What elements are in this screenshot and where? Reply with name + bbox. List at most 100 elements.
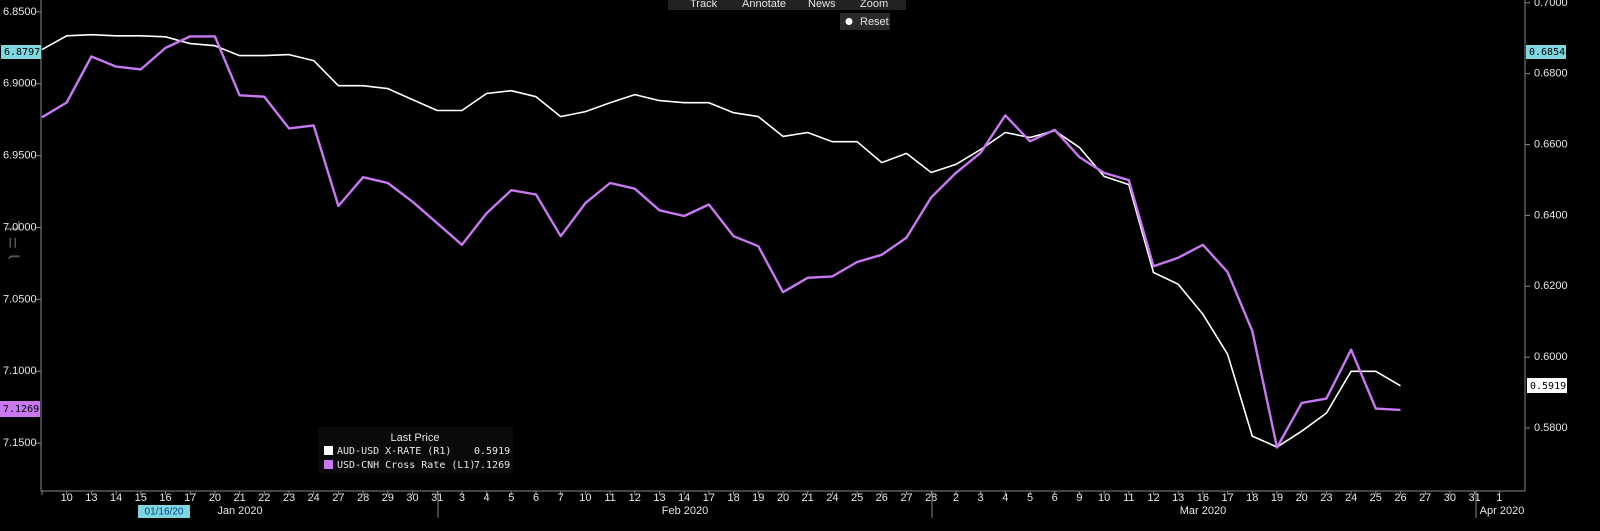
legend-label: USD-CNH Cross Rate (L1) (337, 460, 475, 471)
last-left-box (0, 401, 40, 417)
x-tick-label: 19 (752, 492, 764, 504)
x-tick-label: 16 (1197, 492, 1209, 504)
legend-value: 0.5919 (474, 446, 510, 457)
x-tick-label: 21 (802, 492, 814, 504)
y-tick-label: 6.9500 (3, 150, 37, 162)
x-tick-label: 21 (233, 492, 245, 504)
x-tick-label: 5 (1027, 492, 1033, 504)
x-tick-label: 27 (1419, 492, 1431, 504)
toolbar-bg (668, 0, 906, 10)
reset-button[interactable] (840, 13, 890, 30)
x-tick-label: 10 (579, 492, 591, 504)
x-tick-label: 2 (953, 492, 959, 504)
x-tick-label: 28 (925, 492, 937, 504)
legend-swatch (324, 460, 333, 469)
toolbar-button[interactable]: News (808, 0, 836, 10)
x-tick-label: 20 (209, 492, 221, 504)
x-tick-label: 1 (1496, 492, 1502, 504)
month-label: Apr 2020 (1480, 505, 1525, 517)
last-left-value: 7.1269 (3, 404, 39, 415)
y-tick-label: 7.1000 (3, 365, 37, 377)
x-tick-label: 4 (484, 492, 490, 504)
legend-label: AUD-USD X-RATE (R1) (337, 446, 451, 457)
x-tick-label: 18 (1246, 492, 1258, 504)
y2-tick-label: 0.7000 (1534, 0, 1568, 9)
x-tick-label: 13 (1172, 492, 1184, 504)
y-tick-label: 7.0500 (3, 293, 37, 305)
x-tick-label: 11 (604, 492, 615, 504)
x-tick-label: 31 (1468, 492, 1480, 504)
x-tick-label: 12 (629, 492, 641, 504)
legend-swatch (324, 446, 333, 455)
x-tick-label: 4 (1002, 492, 1008, 504)
x-tick-label: 6 (533, 492, 539, 504)
legend-bg (318, 427, 513, 473)
x-tick-label: 11 (1123, 492, 1134, 504)
x-tick-label: 5 (508, 492, 514, 504)
toolbar-button[interactable]: Track (690, 0, 718, 10)
toolbar-button[interactable]: Zoom (860, 0, 888, 10)
reset-icon (845, 18, 853, 25)
x-tick-label: 22 (258, 492, 270, 504)
legend: Last Price AUD-USD X-RATE (R1) 0.5919 US… (318, 427, 513, 473)
x-tick-label: 30 (1444, 492, 1456, 504)
y2-tick-label: 0.6600 (1534, 138, 1568, 150)
toolbar: Track Annotate News Zoom Reset (668, 0, 906, 30)
x-tick-label: 24 (308, 492, 320, 504)
x-tick-label: 14 (678, 492, 690, 504)
x-tick-label: 6 (1052, 492, 1058, 504)
y2-tick-label: 0.6000 (1534, 351, 1568, 363)
x-tick-label: 26 (1394, 492, 1406, 504)
x-tick-label: 23 (1320, 492, 1332, 504)
x-tick-label: 27 (332, 492, 344, 504)
y2-tick-label: 0.6400 (1534, 209, 1568, 221)
x-tick-label: 30 (406, 492, 418, 504)
x-tick-label: 20 (1296, 492, 1308, 504)
last-right-box (1527, 378, 1567, 393)
month-label: Feb 2020 (662, 505, 708, 517)
crosshair-date: 01/16/20 (145, 507, 184, 518)
legend-title: Last Price (391, 432, 440, 444)
crosshair-right-value: 0.6854 (1529, 47, 1565, 58)
y-tick-label: 7.1500 (3, 437, 37, 449)
y-tick-label: 6.9000 (3, 78, 37, 90)
x-tick-label: 10 (1098, 492, 1110, 504)
x-tick-label: 9 (1076, 492, 1082, 504)
x-tick-label: 17 (184, 492, 196, 504)
x-tick-label: 20 (777, 492, 789, 504)
crosshair-right-box (1526, 45, 1566, 59)
crosshair-date-box (138, 505, 190, 518)
x-tick-label: 7 (558, 492, 564, 504)
x-tick-label: 31 (431, 492, 443, 504)
crosshair-left-value: 6.8797 (4, 47, 40, 58)
x-tick-label: 13 (85, 492, 97, 504)
x-tick-label: 28 (357, 492, 369, 504)
x-tick-label: 14 (110, 492, 122, 504)
x-tick-label: 23 (283, 492, 295, 504)
x-tick-label: 15 (135, 492, 147, 504)
x-tick-label: 25 (851, 492, 863, 504)
x-tick-label: 3 (978, 492, 984, 504)
crosshair-left-box (1, 45, 41, 59)
x-tick-label: 3 (459, 492, 465, 504)
x-tick-label: 10 (61, 492, 73, 504)
x-tick-label: 27 (900, 492, 912, 504)
reset-label[interactable]: Reset (860, 16, 889, 28)
series-line (41, 33, 1401, 448)
y-tick-label: 6.8500 (3, 6, 37, 18)
x-tick-label: 13 (653, 492, 665, 504)
toolbar-button[interactable]: Annotate (742, 0, 786, 10)
x-tick-label: 12 (1147, 492, 1159, 504)
month-label: Jan 2020 (217, 505, 262, 517)
x-tick-label: 16 (159, 492, 171, 504)
series-line (41, 35, 1401, 449)
x-tick-label: 24 (826, 492, 838, 504)
y2-tick-label: 0.6800 (1534, 68, 1568, 80)
last-right-value: 0.5919 (1530, 381, 1566, 392)
month-label: Mar 2020 (1180, 505, 1226, 517)
y-tick-label: 7.0000 (3, 221, 37, 233)
x-tick-label: 17 (1221, 492, 1233, 504)
